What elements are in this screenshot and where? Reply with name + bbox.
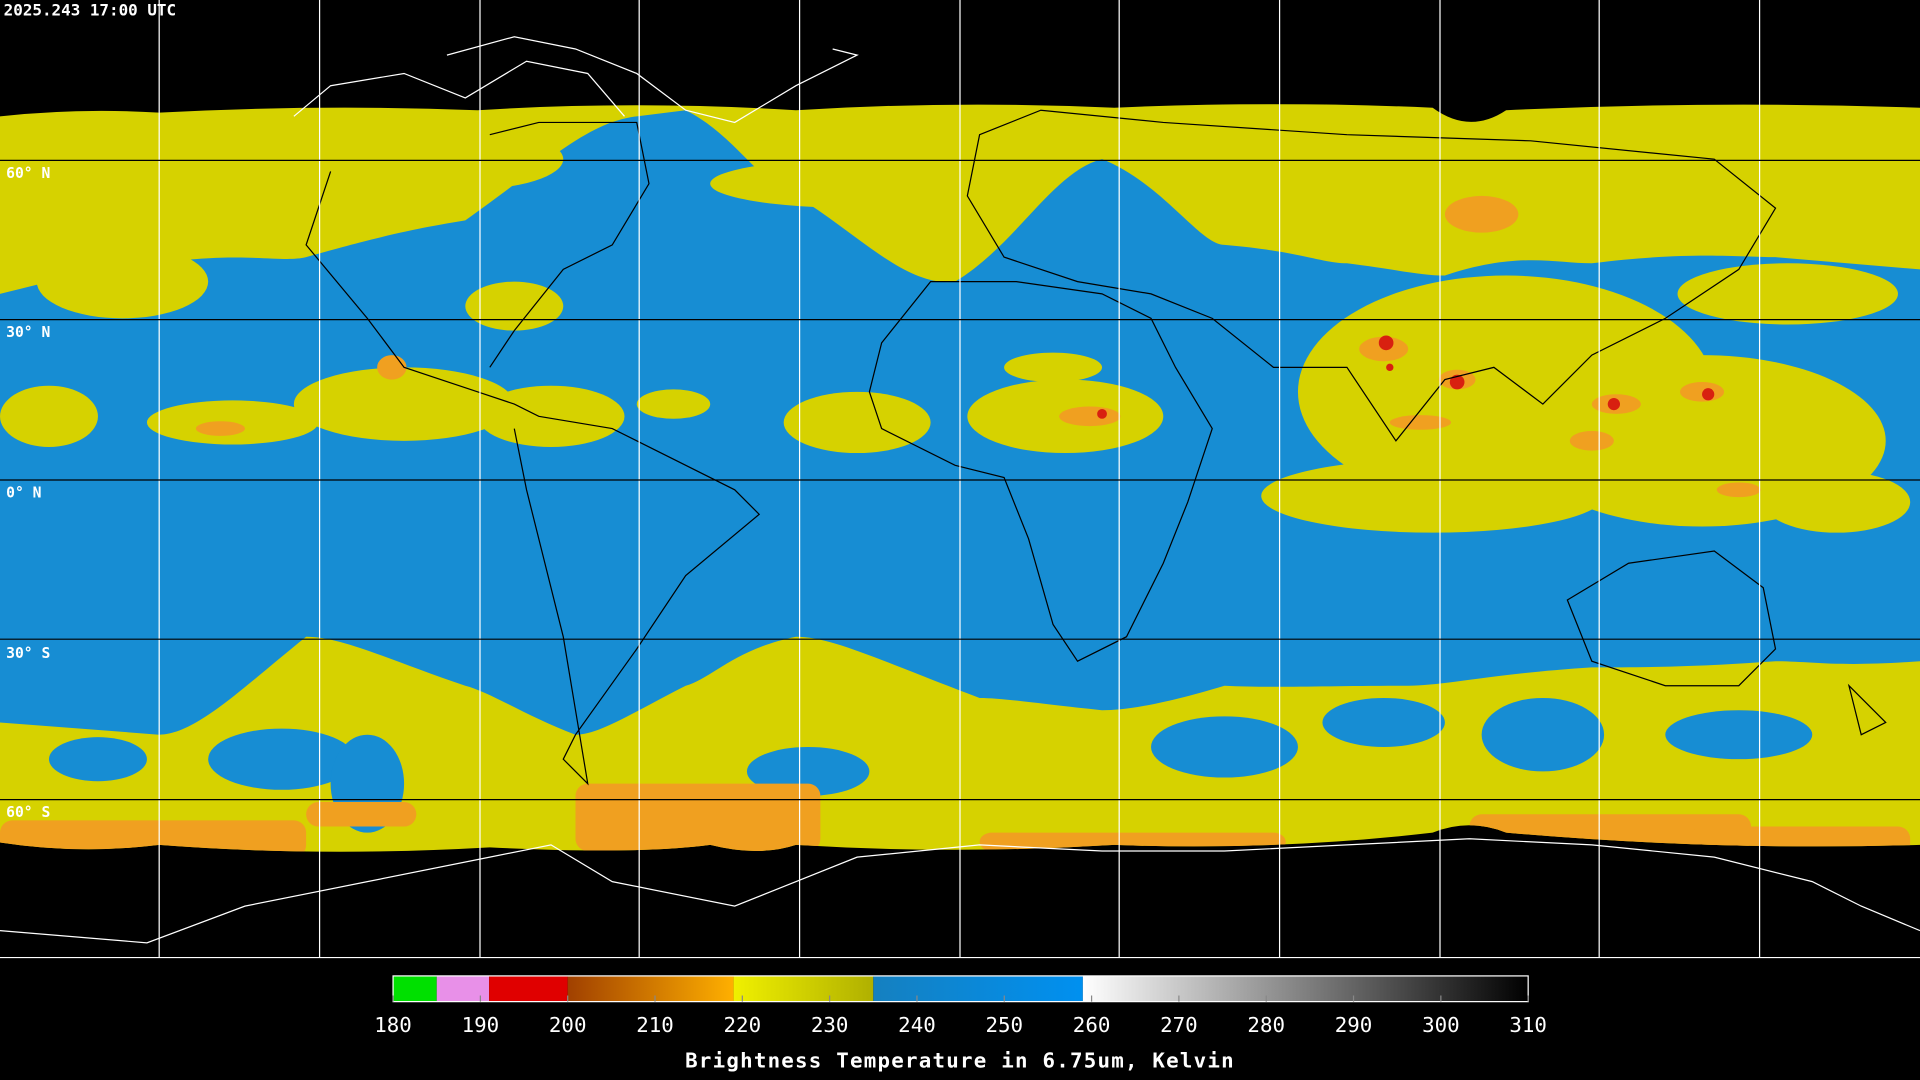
colorbar-segment: [733, 975, 874, 1002]
cold-top: [0, 820, 307, 852]
dry-intrusion: [1322, 697, 1445, 747]
coastline-africa: [868, 281, 1213, 663]
cold-top: [1569, 431, 1614, 451]
timestamp: 2025.243 17:00 UTC: [4, 1, 176, 20]
moist-cloud: [477, 385, 625, 447]
cold-top: [575, 783, 821, 852]
dry-intrusion: [1151, 716, 1298, 778]
moist-cloud: [36, 244, 209, 319]
colorbar-segment: [567, 975, 734, 1002]
deep-convection: [1607, 397, 1620, 411]
colorbar-tick-label: 240: [898, 1013, 936, 1037]
coastline-australia: [1566, 550, 1777, 687]
moist-cloud: [1004, 352, 1103, 383]
cold-top: [377, 355, 407, 380]
colorbar-tick-label: 230: [811, 1013, 849, 1037]
colorbar-tick-label: 190: [462, 1013, 500, 1037]
coastline-greenland: [446, 36, 859, 124]
coastline-americas: [305, 171, 761, 786]
deep-convection: [1702, 388, 1715, 401]
latitude-label: 30° N: [6, 324, 50, 341]
deep-convection: [1378, 335, 1394, 351]
moist-cloud: [465, 281, 564, 331]
cold-top: [1059, 406, 1121, 427]
colorbar-segment: [873, 975, 1083, 1002]
moist-cloud: [783, 391, 931, 454]
moist-cloud: [1763, 471, 1911, 533]
latitude-label: 30° S: [6, 645, 50, 662]
colorbar-tick-label: 210: [636, 1013, 674, 1037]
colorbar-tick-label: 290: [1335, 1013, 1373, 1037]
deep-convection: [1449, 374, 1465, 390]
colorbar-tick-label: 300: [1422, 1013, 1460, 1037]
graticule: 60° N 30° N 0° N 30° S 60° S: [0, 0, 1920, 959]
colorbar-tick-label: 220: [724, 1013, 762, 1037]
dry-intrusion: [1481, 697, 1605, 772]
colorbar-tick-label: 200: [549, 1013, 587, 1037]
coastline-arctic: [293, 60, 625, 117]
moist-cloud: [710, 159, 1005, 209]
moist-cloud: [0, 385, 98, 447]
colorbar-tick-label: 280: [1247, 1013, 1285, 1037]
latitude-label: 60° S: [6, 804, 50, 821]
colorbar-segment: [489, 975, 568, 1002]
moist-cloud: [1677, 263, 1898, 325]
dry-intrusion: [208, 728, 356, 790]
moist-cloud: [367, 128, 564, 190]
deep-convection: [1386, 363, 1394, 372]
colorbar-tick-label: 270: [1160, 1013, 1198, 1037]
coastlines: [0, 36, 1920, 944]
moist-cloud: [293, 367, 515, 441]
colorbar-tick-label: 310: [1509, 1013, 1547, 1037]
latitude-label: 60° N: [6, 165, 50, 182]
cold-top: [1444, 195, 1519, 233]
moist-cloud: [1261, 459, 1605, 533]
colorbar-tick-label: 180: [374, 1013, 412, 1037]
colorbar-segment: [393, 975, 437, 1002]
colorbar-title: Brightness Temperature in 6.75um, Kelvin: [685, 1049, 1235, 1073]
colorbar-tick-label: 250: [985, 1013, 1023, 1037]
colorbar-frame: [392, 975, 1529, 1003]
colorbar-segment: [436, 975, 490, 1002]
cold-top: [195, 421, 245, 436]
deep-convection: [1097, 408, 1107, 419]
colorbar-segment: [1082, 975, 1529, 1002]
moist-cloud: [636, 389, 711, 419]
coastline-north-america: [489, 121, 650, 368]
cold-top: [1680, 382, 1725, 402]
latitude-label: 0° N: [6, 484, 41, 501]
coastline-new-zealand: [1847, 683, 1887, 736]
cold-top: [1716, 482, 1761, 498]
coastline-antarctica: [0, 838, 1920, 944]
dry-intrusion: [48, 737, 147, 782]
cold-top: [306, 802, 417, 827]
colorbar-tick-label: 260: [1073, 1013, 1111, 1037]
dry-intrusion: [1665, 710, 1813, 760]
cold-top: [1389, 415, 1452, 430]
colorbar: 180 190 200 210 220 230 240 250 260 270 280 290 300 3…: [374, 975, 1547, 1037]
coastline-eurasia: [966, 109, 1777, 442]
